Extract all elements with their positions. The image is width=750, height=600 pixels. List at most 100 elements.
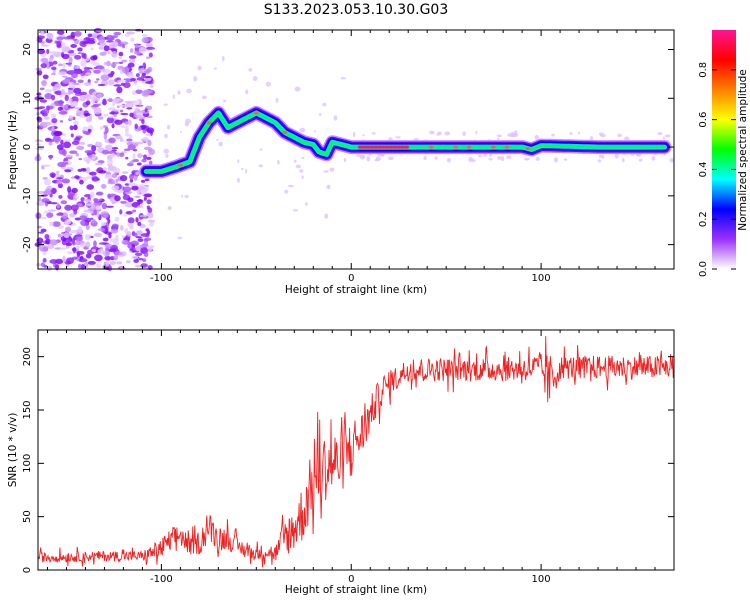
- noise-blob: [63, 139, 71, 143]
- noise-blob: [111, 123, 115, 129]
- noise-blob: [423, 156, 427, 161]
- noise-blob: [96, 78, 100, 81]
- noise-blob: [100, 183, 107, 189]
- spectrogram-y-tick-label: 20: [22, 43, 33, 56]
- noise-blob: [114, 119, 123, 125]
- noise-blob: [95, 191, 103, 196]
- noise-blob: [147, 139, 152, 147]
- noise-blob: [84, 209, 90, 213]
- noise-blob: [90, 153, 96, 160]
- colorbar-tick-label: 0.0: [698, 261, 709, 277]
- noise-blob: [108, 48, 118, 51]
- noise-blob: [93, 198, 99, 202]
- noise-blob: [112, 109, 120, 112]
- noise-blob: [143, 154, 147, 160]
- noise-blob: [36, 92, 42, 96]
- noise-blob: [124, 104, 131, 108]
- noise-blob: [65, 242, 73, 247]
- noise-blob: [116, 152, 121, 157]
- noise-blob: [52, 86, 57, 92]
- noise-blob: [121, 239, 129, 244]
- noise-blob: [43, 121, 51, 126]
- spectrogram-frame: [37, 29, 675, 270]
- noise-blob: [51, 66, 57, 71]
- noise-blob: [68, 115, 74, 121]
- colorbar-tick-label: 0.6: [698, 112, 709, 128]
- noise-blob: [129, 179, 134, 183]
- noise-blob: [63, 104, 69, 109]
- noise-blob: [70, 204, 79, 211]
- noise-blob: [146, 46, 155, 50]
- noise-blob: [146, 156, 152, 160]
- noise-blob: [135, 104, 144, 107]
- noise-blob: [104, 126, 109, 134]
- noise-blob: [122, 186, 132, 192]
- noise-blob: [120, 112, 129, 116]
- noise-blob: [93, 107, 102, 115]
- noise-blob: [84, 241, 91, 248]
- noise-blob: [258, 164, 264, 168]
- noise-blob: [100, 221, 107, 227]
- noise-blob: [664, 134, 671, 138]
- noise-blob: [40, 217, 48, 220]
- noise-blob: [121, 59, 128, 63]
- noise-blob: [112, 100, 116, 107]
- noise-blob: [107, 181, 116, 185]
- noise-blob: [118, 152, 125, 157]
- noise-blob: [110, 228, 119, 234]
- noise-blob: [49, 239, 58, 246]
- noise-blob: [57, 233, 62, 238]
- noise-blob: [88, 37, 95, 42]
- noise-blob: [598, 132, 604, 136]
- noise-blob: [44, 210, 49, 214]
- ridge-peak: [206, 121, 212, 125]
- noise-blob: [35, 147, 45, 150]
- noise-blob: [56, 29, 65, 35]
- noise-blob: [56, 177, 64, 180]
- noise-blob: [75, 152, 79, 157]
- noise-blob: [97, 83, 106, 87]
- noise-blob: [124, 33, 130, 37]
- noise-blob: [119, 138, 124, 142]
- noise-blob: [90, 32, 100, 36]
- noise-blob: [434, 156, 438, 160]
- noise-blob: [117, 40, 122, 44]
- noise-blob: [51, 72, 56, 76]
- noise-blob: [40, 228, 47, 233]
- noise-blob: [113, 113, 117, 117]
- noise-blob: [44, 234, 50, 240]
- noise-blob: [265, 81, 271, 87]
- noise-blob: [429, 130, 435, 135]
- noise-blob: [142, 33, 148, 38]
- ridge-peak: [453, 145, 459, 149]
- noise-blob: [86, 203, 93, 206]
- noise-blob: [91, 218, 96, 224]
- noise-blob: [107, 73, 114, 78]
- noise-blob: [197, 65, 202, 71]
- snr-frame: [37, 329, 675, 571]
- noise-blob: [165, 153, 169, 158]
- noise-blob: [73, 87, 82, 94]
- noise-blob: [74, 137, 81, 141]
- noise-blob: [109, 112, 117, 115]
- noise-blob: [284, 189, 289, 194]
- noise-blob: [134, 252, 143, 256]
- noise-blob: [93, 240, 97, 248]
- noise-blob: [144, 89, 154, 94]
- noise-blob: [134, 107, 140, 114]
- noise-blob: [374, 158, 379, 162]
- noise-blob: [36, 190, 46, 195]
- noise-blob: [118, 61, 124, 64]
- spectrogram-x-tick-label: -100: [150, 273, 173, 284]
- noise-blob: [120, 41, 129, 46]
- noise-blob: [141, 119, 145, 124]
- noise-blob: [69, 125, 74, 131]
- noise-blob: [47, 209, 57, 212]
- noise-blob: [51, 94, 56, 101]
- noise-blob: [78, 263, 82, 270]
- noise-blob: [127, 119, 132, 126]
- noise-blob: [139, 65, 144, 69]
- noise-blob: [98, 170, 107, 174]
- noise-blob: [444, 131, 451, 136]
- noise-blob: [395, 136, 401, 139]
